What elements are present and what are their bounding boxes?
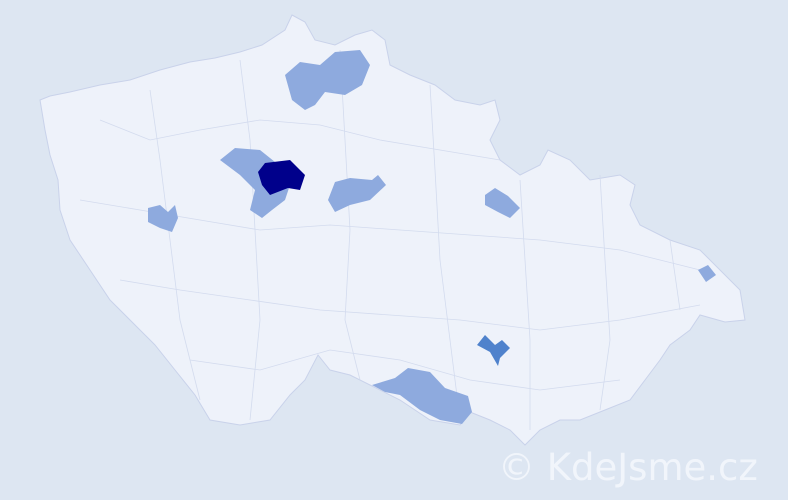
watermark: © KdeJsme.cz [498, 446, 758, 489]
district-opava-area [698, 265, 716, 282]
district-rokycany-area [148, 205, 178, 232]
country-outline [39, 14, 746, 446]
district-pardubice-area [485, 188, 520, 218]
district-liberec-area [285, 50, 370, 110]
district-kolin-area [328, 175, 386, 212]
district-grid [79, 49, 701, 430]
district-prague [258, 160, 305, 195]
district-znojmo-area [372, 368, 472, 424]
district-brno [477, 335, 510, 366]
